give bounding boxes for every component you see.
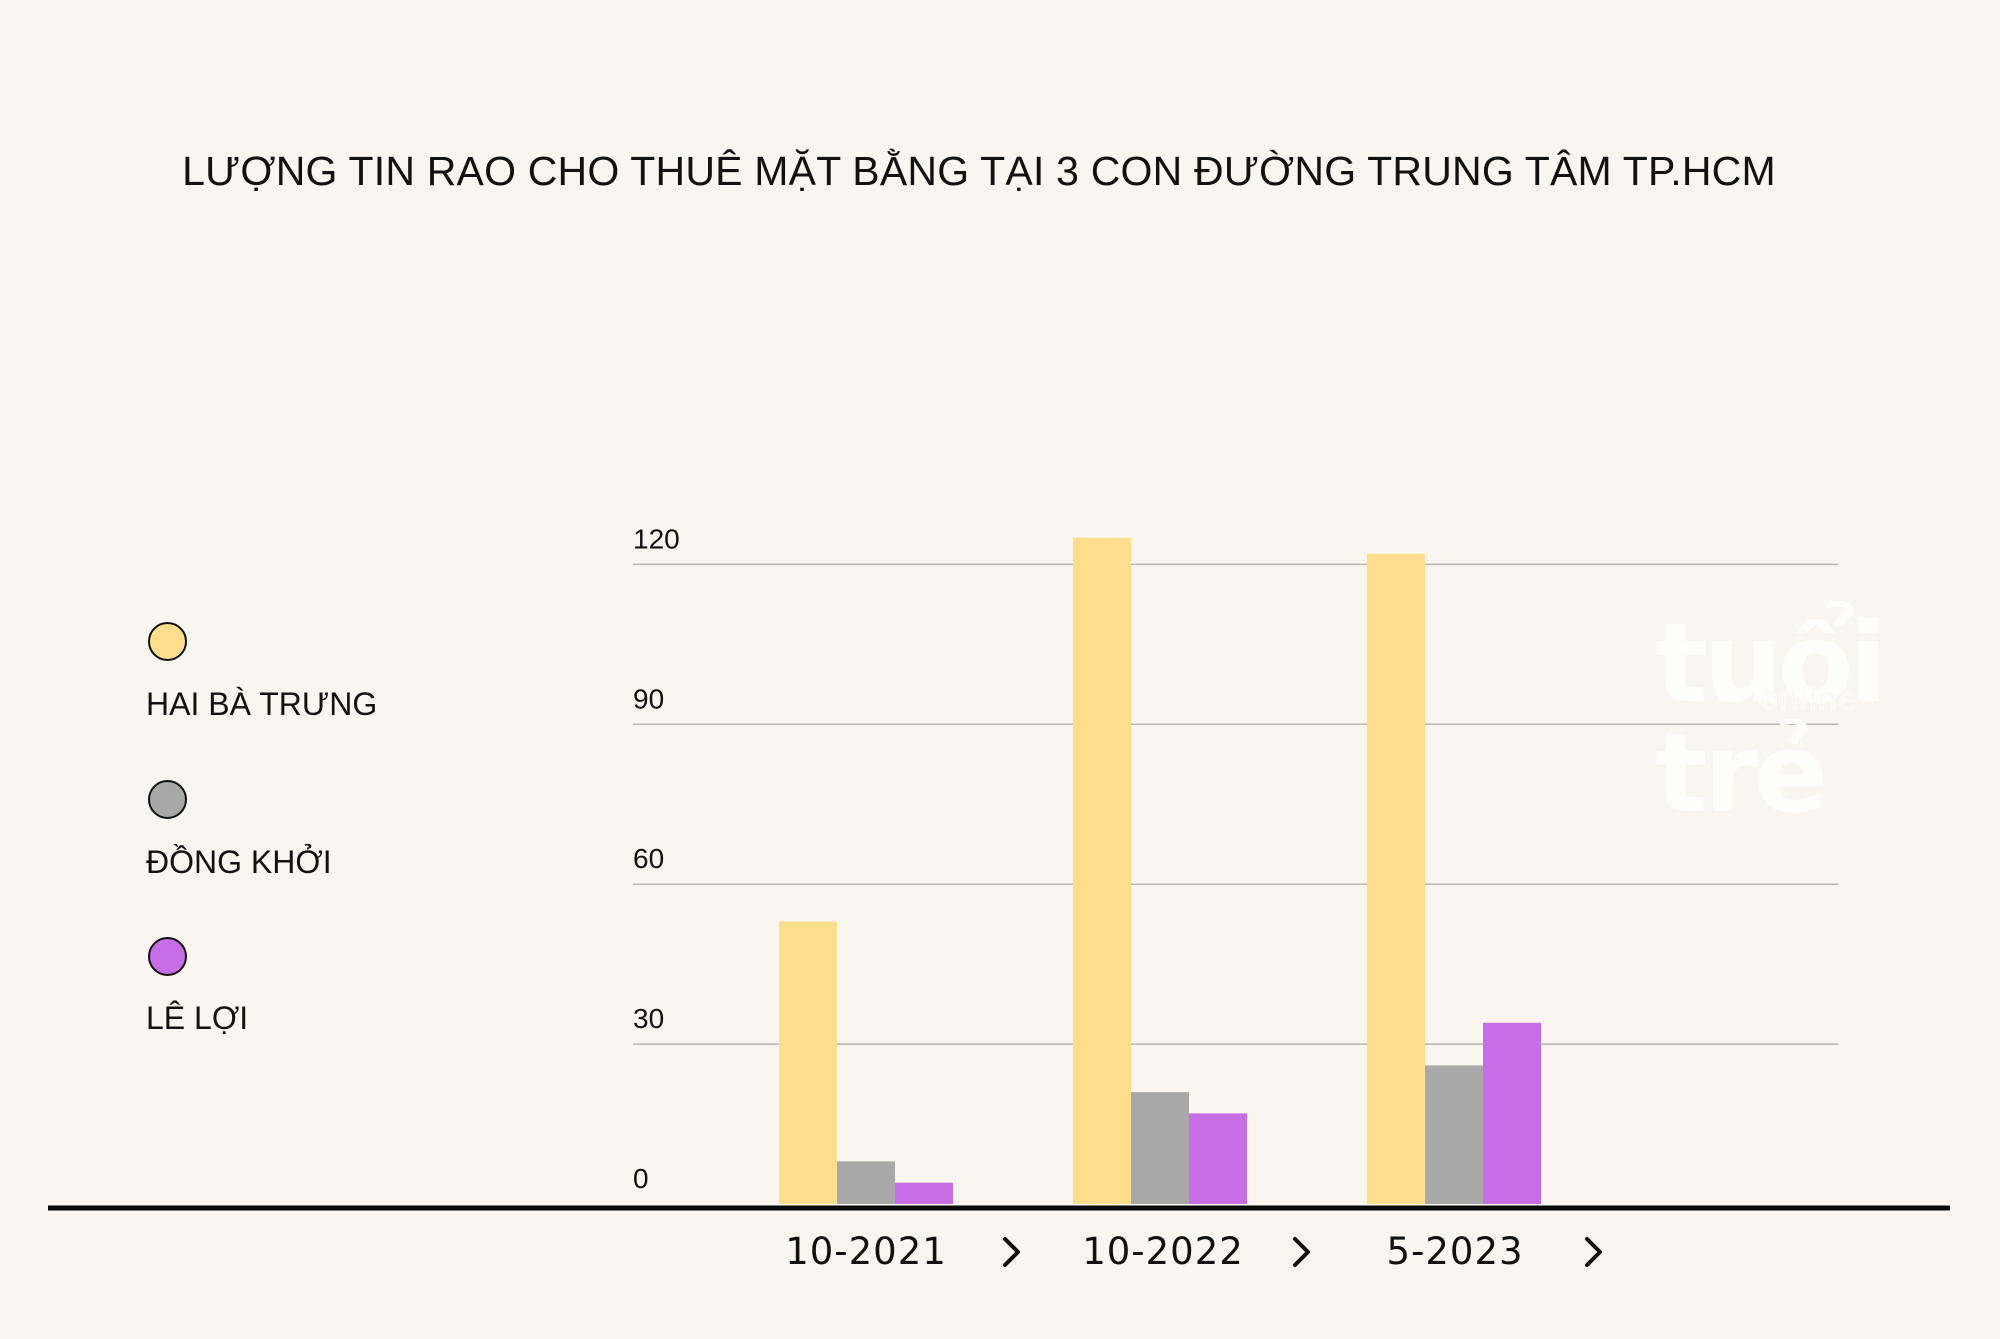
bar-1-3 [1367,553,1425,1204]
bar-3-1 [895,1182,953,1204]
y-tick-label: 120 [633,523,680,554]
chevron-right-icon [1003,1237,1020,1267]
x-category-label: 5-2023 [1386,1230,1523,1273]
bar-3-3 [1483,1022,1541,1204]
x-category-label: 10-2022 [1082,1230,1244,1273]
y-tick-label: 30 [633,1003,664,1034]
y-tick-label: 90 [633,683,664,714]
y-tick-label: 60 [633,843,664,874]
bar-1-1 [779,921,837,1204]
legend-dot [148,780,187,819]
bar-2-1 [837,1161,895,1204]
x-category-label: 10-2021 [785,1230,947,1273]
watermark-logo-sub: online [1760,682,1858,718]
bar-1-2 [1073,537,1131,1204]
bar-2-3 [1425,1065,1483,1204]
legend-dot [148,622,187,661]
legend-label: ĐỒNG KHỞI [146,844,332,880]
chart-title: LƯỢNG TIN RAO CHO THUÊ MẶT BẰNG TẠI 3 CO… [182,148,1776,194]
legend-dot [148,937,187,976]
bar-2-2 [1131,1092,1189,1204]
y-tick-label: 0 [633,1163,649,1194]
watermark-logo: tuổi trẻ [1655,599,1887,837]
bar-3-2 [1189,1113,1247,1204]
legend-label: HAI BÀ TRƯNG [146,686,378,722]
chevron-right-icon [1293,1237,1310,1267]
legend-label: LÊ LỢI [146,1000,249,1036]
chevron-right-icon [1585,1237,1602,1267]
